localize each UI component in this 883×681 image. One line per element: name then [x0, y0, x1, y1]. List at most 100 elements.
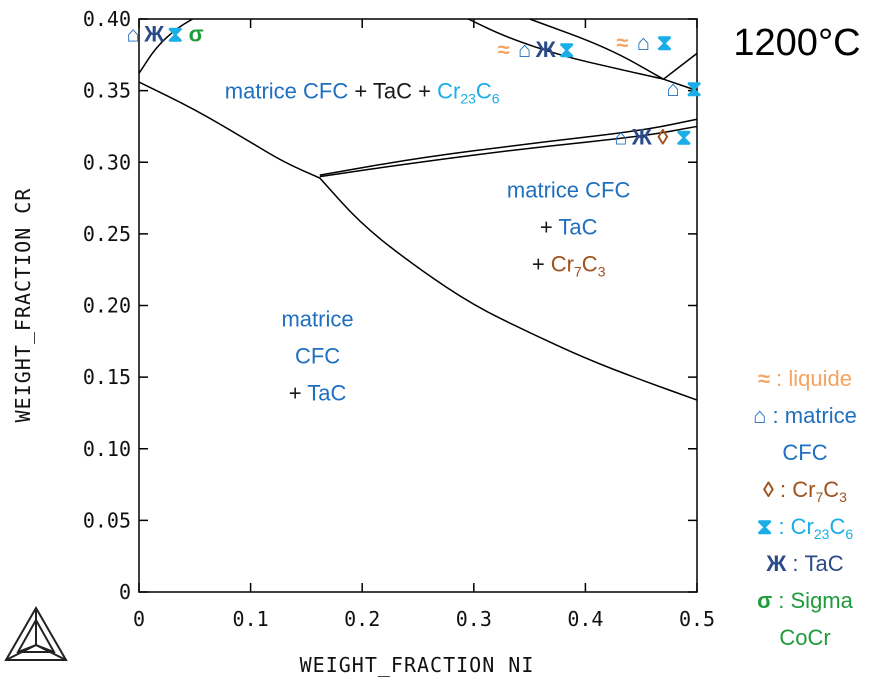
label-text: TaC — [307, 381, 346, 406]
label-text: 6 — [492, 91, 500, 107]
plot-frame — [138, 18, 698, 593]
x-tick-label: 0.2 — [344, 607, 380, 631]
label-text: + — [532, 252, 551, 277]
axis-ticks: 0 0.1 0.2 0.3 0.4 0.5 0 0.05 0.10 0.15 0.20 0.25 0.3… — [83, 7, 715, 631]
label-text: 7 — [815, 489, 823, 505]
label-text: : Cr — [772, 514, 814, 539]
phase-boundary — [138, 18, 193, 74]
hourglass-icon: ⧗ — [657, 30, 672, 55]
phase-boundary — [319, 125, 698, 178]
diamond-icon: ◊ — [657, 124, 668, 149]
house-icon: ⌂ — [637, 30, 650, 55]
phase-boundaries — [138, 18, 698, 401]
y-tick-label: 0.05 — [83, 508, 131, 532]
label-text: 3 — [598, 264, 606, 280]
x-tick-label: 0.4 — [567, 607, 603, 631]
house-icon: ⌂ — [127, 21, 140, 46]
x-tick-label: 0.5 — [679, 607, 715, 631]
label-text: + TaC + — [348, 79, 437, 104]
region-label: matrice CFC + TaC + Cr23​C6​ — [225, 79, 500, 107]
label-text: : Sigma — [772, 588, 853, 613]
diamond-icon: ◊ — [763, 477, 774, 502]
label-text: TaC — [558, 215, 597, 240]
y-axis-label: WEIGHT_FRACTION CR — [11, 188, 35, 423]
x-axis-label: WEIGHT_FRACTION NI — [300, 653, 535, 677]
legend-entry: CoCr — [779, 625, 830, 650]
sigma-icon: σ — [757, 588, 772, 613]
region-label: matrice — [281, 307, 353, 332]
phase-symbols: ⌂ Ж ⧗ σ≈ ⌂ Ж ⧗ ≈ ⌂ ⧗⌂ ⧗⌂ Ж ◊ ⧗ — [127, 21, 702, 149]
legend-entry: σ : Sigma — [757, 588, 854, 613]
house-icon: ⌂ — [614, 124, 627, 149]
zhe-icon: Ж — [631, 124, 652, 149]
hourglass-icon: ⧗ — [757, 514, 772, 539]
region-label: + TaC — [540, 215, 598, 240]
label-text: 23 — [814, 526, 830, 542]
y-tick-label: 0.30 — [83, 150, 131, 174]
y-tick-label: 0.35 — [83, 79, 131, 103]
label-text: matrice CFC — [225, 79, 349, 104]
label-text: 3 — [839, 489, 847, 505]
phase-boundary — [663, 52, 698, 80]
phase-boundary — [138, 81, 321, 179]
hourglass-icon: ⧗ — [559, 37, 574, 62]
phase-boundary — [319, 118, 698, 176]
region-label: matrice CFC — [507, 178, 631, 203]
y-tick-label: 0.25 — [83, 222, 131, 246]
label-text: CFC — [295, 344, 340, 369]
hourglass-icon: ⧗ — [686, 76, 701, 101]
phase-boundary — [663, 78, 698, 92]
software-logo-icon — [4, 605, 68, 661]
label-text: matrice — [281, 307, 353, 332]
hourglass-icon: ⧗ — [676, 124, 691, 149]
approx-icon: ≈ — [616, 30, 628, 55]
house-icon: ⌂ — [518, 37, 531, 62]
phase-boundary — [467, 18, 664, 80]
label-text: matrice CFC — [507, 178, 631, 203]
zhe-icon: Ж — [143, 21, 164, 46]
label-text: 7 — [574, 264, 582, 280]
label-text: : matrice — [766, 403, 856, 428]
label-text: : liquide — [770, 366, 852, 391]
y-tick-label: 0.10 — [83, 437, 131, 461]
zhe-icon: Ж — [535, 37, 556, 62]
legend-entry: ≈ : liquide — [758, 366, 852, 391]
label-text: : Cr — [774, 477, 816, 502]
label-text: : TaC — [786, 551, 844, 576]
label-text: Cr — [437, 79, 460, 104]
label-text: CFC — [782, 440, 827, 465]
approx-icon: ≈ — [498, 37, 510, 62]
label-text: + — [289, 381, 308, 406]
sigma-icon: σ — [189, 21, 204, 46]
label-text: + — [540, 215, 559, 240]
y-tick-label: 0.20 — [83, 294, 131, 318]
region-label: + TaC — [289, 381, 347, 406]
label-text: C — [476, 79, 492, 104]
legend-entry: CFC — [782, 440, 827, 465]
zhe-icon: Ж — [765, 551, 786, 576]
chart-title: 1200°C — [733, 22, 860, 64]
y-tick-label: 0.15 — [83, 365, 131, 389]
phase-boundary — [529, 18, 664, 80]
phase-boundary — [319, 177, 698, 401]
x-tick-label: 0.1 — [233, 607, 269, 631]
house-icon: ⌂ — [753, 403, 766, 428]
y-tick-label: 0.40 — [83, 7, 131, 31]
legend-entry: ⧗ : Cr23​C6​ — [757, 514, 853, 542]
x-tick-label: 0.3 — [456, 607, 492, 631]
hourglass-icon: ⧗ — [167, 21, 182, 46]
region-label: CFC — [295, 344, 340, 369]
label-text: C — [823, 477, 839, 502]
label-text: C — [582, 252, 598, 277]
region-label: + Cr7​C3​ — [532, 252, 606, 280]
house-icon: ⌂ — [666, 76, 679, 101]
label-text: C — [829, 514, 845, 539]
legend-entry: ⌂ : matrice — [753, 403, 857, 428]
x-tick-label: 0 — [133, 607, 145, 631]
label-text: CoCr — [779, 625, 830, 650]
label-text: 6 — [845, 526, 853, 542]
region-labels: matrice CFC + TaC + Cr23​C6​matrice CFC+… — [225, 79, 631, 406]
approx-icon: ≈ — [758, 366, 770, 391]
